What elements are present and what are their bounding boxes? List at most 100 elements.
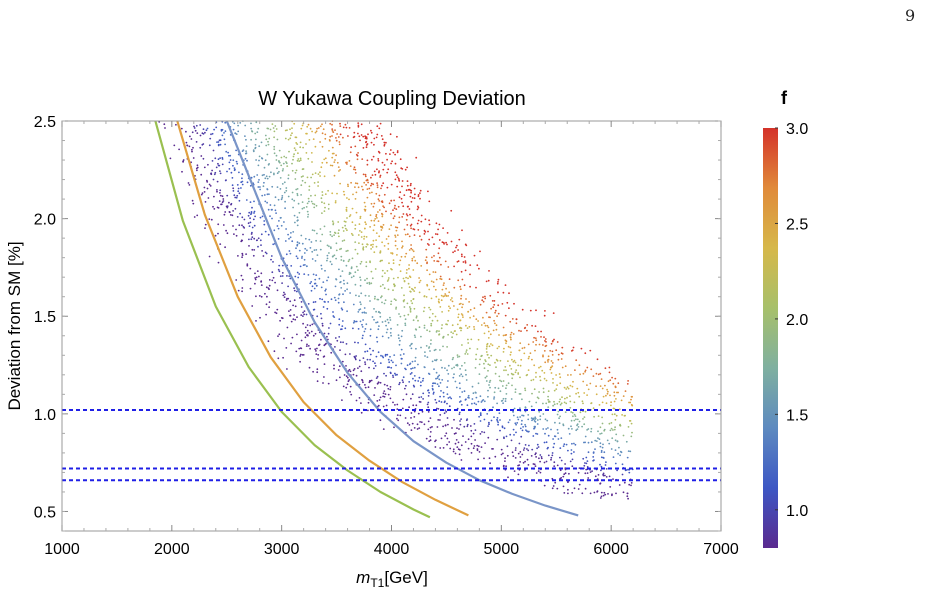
scatter-point: [312, 273, 315, 276]
scatter-point: [515, 318, 518, 321]
scatter-point: [491, 448, 493, 450]
scatter-point: [229, 154, 232, 157]
scatter-point: [387, 393, 390, 396]
scatter-point: [366, 358, 369, 361]
scatter-point: [567, 427, 570, 430]
scatter-point: [505, 393, 508, 395]
scatter-point: [522, 426, 524, 428]
scatter-point: [217, 223, 220, 226]
scatter-point: [445, 241, 447, 244]
scatter-point: [515, 369, 518, 371]
scatter-point: [400, 357, 403, 360]
scatter-point: [309, 247, 312, 249]
scatter-point: [334, 200, 337, 202]
scatter-point: [191, 199, 194, 202]
scatter-point: [354, 341, 356, 344]
scatter-point: [510, 331, 513, 334]
scatter-point: [294, 171, 297, 174]
scatter-point: [350, 267, 353, 270]
scatter-point: [356, 154, 359, 157]
scatter-point: [415, 347, 417, 350]
scatter-point: [360, 303, 362, 306]
scatter-point: [212, 205, 214, 208]
scatter-point: [485, 380, 488, 382]
scatter-point: [208, 255, 211, 258]
scatter-point: [427, 420, 430, 423]
scatter-point: [208, 144, 211, 147]
scatter-point: [466, 404, 469, 407]
scatter-point: [615, 414, 618, 417]
scatter-point: [409, 276, 412, 279]
scatter-point: [296, 143, 299, 146]
scatter-point: [219, 157, 222, 160]
scatter-point: [347, 135, 349, 137]
scatter-point: [319, 141, 321, 143]
scatter-point: [499, 359, 502, 362]
scatter-point: [550, 360, 553, 362]
scatter-point: [410, 429, 413, 431]
scatter-point: [286, 326, 289, 329]
scatter-point: [567, 449, 569, 452]
scatter-point: [323, 225, 326, 228]
scatter-point: [366, 243, 368, 246]
scatter-point: [456, 356, 459, 358]
scatter-point: [410, 367, 412, 370]
scatter-point: [290, 232, 292, 234]
scatter-point: [279, 319, 281, 322]
scatter-point: [495, 366, 497, 369]
scatter-point: [226, 206, 229, 209]
scatter-point: [389, 388, 392, 391]
scatter-point: [534, 417, 537, 420]
scatter-point: [373, 251, 376, 254]
scatter-point: [464, 261, 467, 264]
fit-curve-0: [225, 120, 579, 517]
scatter-point: [377, 381, 380, 384]
scatter-point: [555, 374, 557, 376]
scatter-point: [368, 192, 371, 194]
scatter-point: [264, 292, 266, 295]
scatter-point: [460, 329, 462, 332]
scatter-point: [387, 336, 390, 339]
scatter-point: [608, 366, 611, 369]
scatter-point: [601, 387, 604, 390]
scatter-point: [242, 149, 245, 152]
scatter-point: [259, 239, 262, 242]
scatter-point: [417, 229, 420, 231]
scatter-point: [310, 194, 312, 197]
scatter-point: [352, 275, 355, 278]
scatter-point: [571, 442, 573, 445]
scatter-point: [370, 248, 372, 250]
scatter-point: [524, 444, 527, 446]
scatter-point: [256, 239, 258, 242]
scatter-point: [387, 235, 390, 238]
scatter-point: [280, 224, 283, 227]
scatter-point: [467, 338, 469, 341]
scatter-point: [294, 318, 297, 321]
scatter-point: [288, 250, 291, 252]
scatter-point: [364, 363, 367, 366]
scatter-point: [452, 332, 454, 335]
scatter-point: [447, 333, 449, 336]
scatter-point: [385, 152, 387, 155]
scatter-point: [281, 272, 284, 274]
scatter-point: [310, 281, 313, 283]
scatter-point: [464, 441, 467, 443]
scatter-point: [387, 242, 390, 245]
scatter-point: [593, 459, 595, 461]
scatter-point: [396, 373, 398, 376]
scatter-point: [226, 170, 228, 173]
scatter-point: [311, 202, 314, 205]
scatter-point: [217, 232, 219, 235]
scatter-point: [254, 215, 256, 218]
scatter-point: [271, 217, 273, 220]
scatter-point: [599, 372, 602, 375]
scatter-point: [364, 384, 366, 386]
scatter-point: [175, 123, 177, 126]
scatter-point: [538, 366, 540, 369]
scatter-point: [203, 166, 206, 169]
scatter-point: [227, 151, 230, 154]
scatter-point: [514, 361, 517, 364]
scatter-point: [564, 463, 566, 465]
scatter-point: [589, 349, 592, 352]
scatter-point: [240, 274, 243, 277]
